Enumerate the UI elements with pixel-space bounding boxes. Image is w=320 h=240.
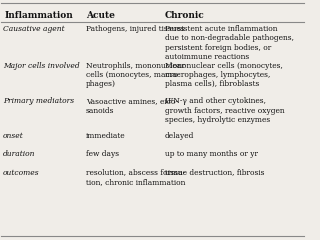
Text: immediate: immediate (86, 132, 126, 140)
Text: few days: few days (86, 150, 119, 158)
Text: Major cells involved: Major cells involved (3, 62, 80, 70)
Text: Causative agent: Causative agent (3, 25, 65, 33)
Text: Persistent acute inflammation
due to non-degradable pathogens,
persistent foreig: Persistent acute inflammation due to non… (164, 25, 294, 61)
Text: Pathogens, injured tissues: Pathogens, injured tissues (86, 25, 185, 33)
Text: Primary mediators: Primary mediators (3, 97, 74, 105)
Text: Mononuclear cells (monocytes,
macrophages, lymphocytes,
plasma cells), fibroblas: Mononuclear cells (monocytes, macrophage… (164, 62, 283, 88)
Text: resolution, abscess forma-
tion, chronic inflammation: resolution, abscess forma- tion, chronic… (86, 169, 185, 186)
Text: Inflammation: Inflammation (4, 11, 73, 20)
Text: up to many months or yr: up to many months or yr (164, 150, 258, 158)
Text: Neutrophils, mononuclear
cells (monocytes, macro-
phages): Neutrophils, mononuclear cells (monocyte… (86, 62, 185, 88)
Text: Acute: Acute (86, 11, 115, 20)
Text: onset: onset (3, 132, 24, 140)
Text: Chronic: Chronic (164, 11, 204, 20)
Text: outcomes: outcomes (3, 169, 40, 177)
Text: duration: duration (3, 150, 36, 158)
Text: Vasoactive amines, eico-
sanoids: Vasoactive amines, eico- sanoids (86, 97, 178, 115)
Text: delayed: delayed (164, 132, 194, 140)
Text: IFN-γ and other cytokines,
growth factors, reactive oxygen
species, hydrolytic e: IFN-γ and other cytokines, growth factor… (164, 97, 284, 124)
Text: tissue destruction, fibrosis: tissue destruction, fibrosis (164, 169, 264, 177)
